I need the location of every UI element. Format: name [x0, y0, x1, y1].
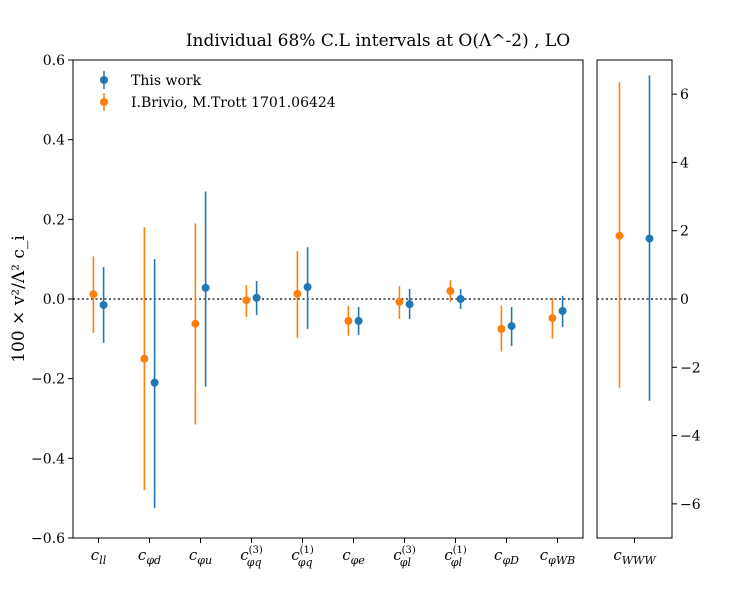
main-point	[344, 316, 353, 325]
chart-title: Individual 68% C.L intervals at O(Λ^-2) …	[186, 31, 570, 51]
main-point	[293, 289, 302, 298]
side-xtick-label: cWWW	[613, 546, 657, 567]
main-point	[456, 295, 465, 303]
main-ytick-label: −0.4	[31, 451, 65, 467]
main-xtick-label: c(3) φl	[393, 545, 416, 569]
legend-marker-this-work	[100, 76, 108, 84]
main-xtick-label: cll	[91, 546, 107, 567]
main-point	[150, 378, 159, 387]
main-point	[252, 293, 261, 302]
main-ytick-label: −0.2	[31, 372, 65, 388]
main-ytick-label: 0.6	[43, 53, 65, 69]
main-xtick-label: cφd	[138, 546, 161, 567]
main-point	[548, 314, 557, 323]
main-point	[446, 287, 455, 296]
y-axis-label: 100 × v²/Λ² c_i	[9, 235, 29, 363]
main-xtick-label: cφe	[342, 546, 365, 567]
main-point	[507, 322, 516, 331]
main-point	[89, 290, 98, 299]
main-ytick-label: 0.2	[43, 212, 65, 228]
main-point	[140, 354, 149, 363]
main-point	[395, 297, 404, 306]
side-ytick-label: 0	[680, 292, 689, 308]
main-xtick-label: c(1) φl	[444, 545, 467, 569]
main-panel: −0.6 −0.4 −0.2 0.0 0.2 0.4 0.6 cll cφd cφu c(3) φq…	[31, 53, 584, 569]
main-ytick-label: 0.0	[43, 292, 65, 308]
legend-label-this-work: This work	[131, 73, 202, 89]
main-point	[497, 324, 506, 333]
main-xtick-label: cφu	[189, 546, 212, 567]
side-point	[615, 231, 624, 240]
side-ytick-label: −2	[680, 360, 701, 376]
side-panel: −6 −4 −2 0 2 4 6 cWWW	[596, 59, 701, 567]
legend-marker-brivio-trott	[100, 98, 108, 106]
main-ytick-label: −0.6	[31, 531, 65, 547]
main-xtick-label: c(1) φq	[291, 545, 314, 569]
main-ytick-label: 0.4	[43, 133, 65, 149]
main-xtick-label: cφWB	[540, 546, 576, 567]
side-ytick-label: 4	[680, 155, 689, 171]
main-point	[303, 283, 312, 292]
main-xtick-label: cφD	[494, 546, 519, 567]
side-ytick-label: 6	[680, 87, 689, 103]
side-ytick-label: 2	[680, 224, 689, 240]
legend: This work I.Brivio, M.Trott 1701.06424	[100, 71, 336, 111]
main-point	[405, 300, 414, 309]
main-point	[191, 319, 200, 328]
main-point	[99, 300, 108, 309]
main-point	[558, 306, 567, 315]
legend-entry-brivio-trott: I.Brivio, M.Trott 1701.06424	[100, 93, 336, 111]
side-ytick-label: −4	[680, 429, 701, 445]
side-ytick-label: −6	[680, 497, 701, 513]
legend-label-brivio-trott: I.Brivio, M.Trott 1701.06424	[131, 95, 336, 111]
y-axis-label-group: 100 × v²/Λ² c_i	[9, 235, 29, 363]
main-point	[201, 283, 210, 292]
side-point	[645, 234, 654, 243]
main-point	[354, 316, 363, 325]
main-xtick-label: c(3) φq	[240, 545, 263, 569]
legend-entry-this-work: This work	[100, 71, 202, 89]
main-point	[242, 296, 251, 305]
